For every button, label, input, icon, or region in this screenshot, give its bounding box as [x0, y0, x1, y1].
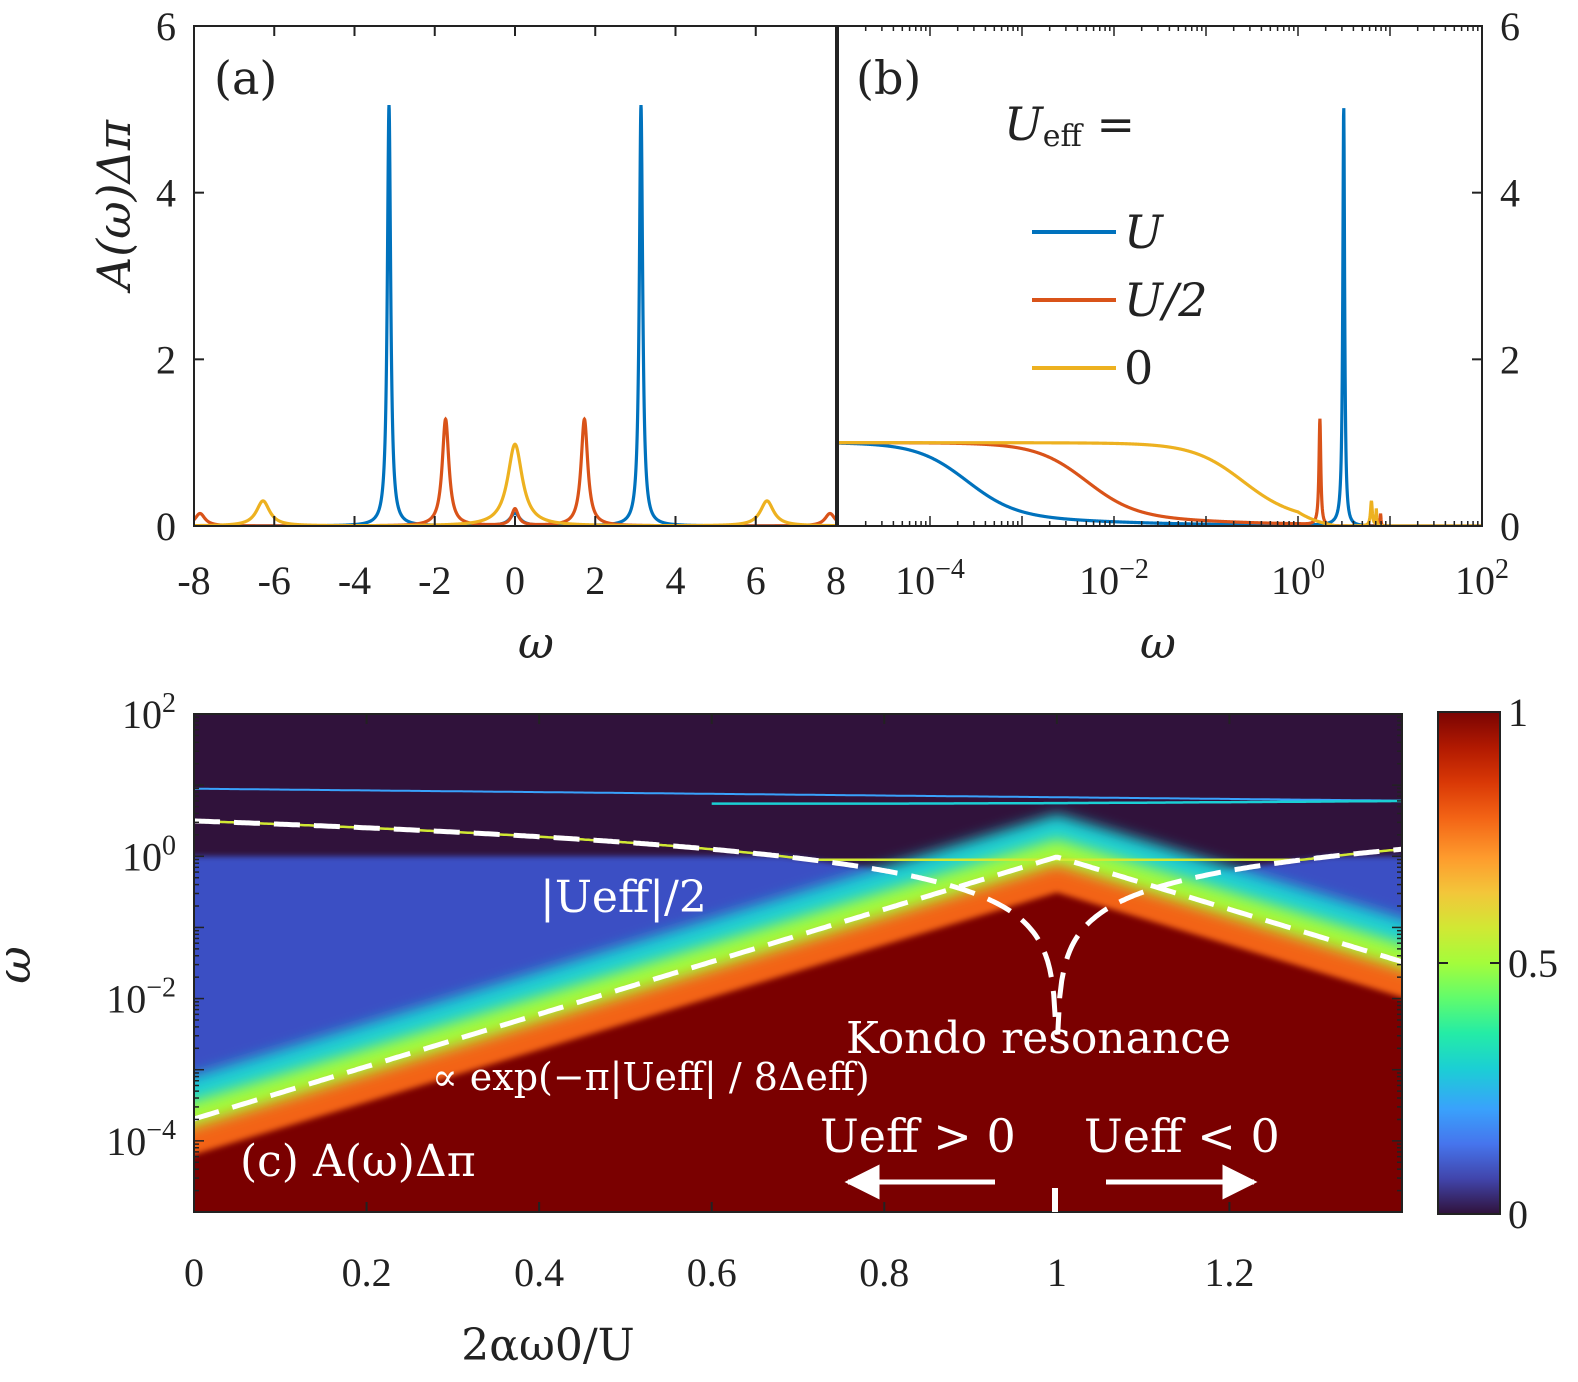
- panel-a-ytick-label: 4: [156, 171, 176, 216]
- legend-title-main: U: [1004, 97, 1045, 151]
- panel-b-series-1: [838, 418, 1482, 526]
- annotation-kondo: Kondo resonance: [846, 1013, 1231, 1064]
- panel-a-xtick-label: 8: [826, 558, 846, 603]
- panel-a-frame: [193, 25, 837, 527]
- legend: Ueff = U U/2 0: [1004, 97, 1208, 395]
- panel-c-ytick-label: 102: [122, 688, 176, 737]
- panel-a-xtick-label: 2: [585, 558, 605, 603]
- panel-b-frame: [837, 25, 1483, 527]
- heatmap-kondo-region: [194, 892, 1402, 1212]
- dashed-kondo-scale-curve: [194, 854, 1402, 1122]
- legend-label: U/2: [1124, 273, 1208, 327]
- panel-c-ticks: 0 0.2 0.4 0.6 0.8 1 1.2 102 100 10−2 10−4: [106, 688, 1402, 1295]
- heatmap: [194, 714, 1402, 1212]
- legend-title: Ueff =: [1004, 97, 1135, 154]
- panel-c-ytick-label: 10−2: [106, 973, 176, 1022]
- panel-c-frame: [193, 713, 1403, 1213]
- panel-c-xtick-label: 0.4: [514, 1250, 564, 1295]
- heatmap-line-upper: [194, 787, 1402, 802]
- colorbar-tick-label: 1: [1508, 690, 1528, 735]
- panel-c-ytick-label: 10−4: [106, 1115, 176, 1164]
- colorbar: [1437, 711, 1501, 1215]
- panel-b-xtick-label: 10−4: [895, 554, 965, 603]
- panel-c-ylabel: ω: [0, 946, 41, 984]
- panel-b-ytick-label: 4: [1500, 171, 1520, 216]
- annotation-exp-formula: ∝ exp(−π|Ueff| / 8Δeff): [432, 1055, 870, 1099]
- panel-b-xtick-label: 102: [1455, 554, 1509, 603]
- panel-b-xtick-label: 100: [1271, 554, 1325, 603]
- legend-label: 0: [1124, 341, 1153, 395]
- panel-a-series-0: [194, 105, 836, 526]
- panel-c-xtick-label: 1: [1047, 1250, 1067, 1295]
- panel-a-series-1: [194, 416, 836, 526]
- annotation-ueff-negative: Ueff < 0: [1084, 1109, 1280, 1163]
- legend-title-sub: eff: [1043, 119, 1085, 154]
- annotation-ueff-positive: Ueff > 0: [820, 1109, 1016, 1163]
- panel-c-xtick-label: 0.6: [687, 1250, 737, 1295]
- annotation-ueff-half: |Ueff|/2: [540, 872, 707, 923]
- legend-label: U: [1124, 205, 1165, 259]
- panel-a-ylabel: A(ω)Δπ: [87, 119, 141, 294]
- panel-a-xtick-label: 0: [505, 558, 525, 603]
- colorbar-ticks: 00.51: [1438, 690, 1558, 1237]
- panel-c-ytick-label: 100: [122, 830, 176, 879]
- panel-a-ticks: -8 -6 -4 -2 0 2 4 6 8 0 2 4 6: [156, 4, 846, 603]
- heatmap-line-mid: [711, 799, 1402, 805]
- panel-b-ytick-label: 0: [1500, 504, 1520, 549]
- panel-a-xtick-label: 4: [666, 558, 686, 603]
- panel-b-ytick-label: 6: [1500, 4, 1520, 49]
- panel-c-xtick-label: 0.2: [342, 1250, 392, 1295]
- panel-a-label: (a): [214, 51, 277, 105]
- panel-a-ytick-label: 2: [156, 337, 176, 382]
- panel-a-xtick-label: -8: [177, 558, 210, 603]
- panel-c: 0 0.2 0.4 0.6 0.8 1 1.2 102 100 10−2 10−4 |Ueff|/2…: [0, 688, 1558, 1371]
- panel-a-xlabel: ω: [518, 618, 554, 669]
- panel-b: 10−4 10−2 100 102 0 2 4 6 (b) ω Ueff = U U/2 0: [837, 4, 1520, 669]
- panel-a-xtick-label: -6: [258, 558, 291, 603]
- legend-items: U U/2 0: [1032, 205, 1208, 395]
- panel-b-xtick-label: 10−2: [1079, 554, 1149, 603]
- panel-a-xtick-label: 6: [746, 558, 766, 603]
- legend-title-tail: =: [1082, 97, 1135, 151]
- dashed-ueff-half-curve: [194, 818, 1402, 1035]
- panel-b-ytick-label: 2: [1500, 337, 1520, 382]
- panel-a: -8 -6 -4 -2 0 2 4 6 8 0 2 4 6 (a) ω A(ω)Δπ: [87, 4, 846, 669]
- panel-c-label: (c) A(ω)Δπ: [240, 1136, 476, 1187]
- panel-a-series-2: [194, 442, 836, 526]
- colorbar-tick-label: 0.5: [1508, 941, 1558, 986]
- panel-a-ytick-label: 0: [156, 504, 176, 549]
- panel-c-xtick-label: 1.2: [1204, 1250, 1254, 1295]
- panel-a-ytick-label: 6: [156, 4, 176, 49]
- colorbar-tick-label: 0: [1508, 1192, 1528, 1237]
- panel-a-lines: [194, 105, 836, 526]
- panel-b-label: (b): [856, 51, 921, 105]
- panel-b-ticks: 10−4 10−2 100 102 0 2 4 6: [837, 4, 1520, 603]
- panel-c-xtick-label: 0.8: [859, 1250, 909, 1295]
- panel-b-xlabel: ω: [1140, 618, 1176, 669]
- panel-c-xlabel: 2αω0/U: [461, 1320, 635, 1371]
- panel-c-xtick-label: 0: [184, 1250, 204, 1295]
- panel-b-series-2: [838, 441, 1482, 526]
- panel-a-xtick-label: -4: [338, 558, 371, 603]
- panel-a-xtick-label: -2: [418, 558, 451, 603]
